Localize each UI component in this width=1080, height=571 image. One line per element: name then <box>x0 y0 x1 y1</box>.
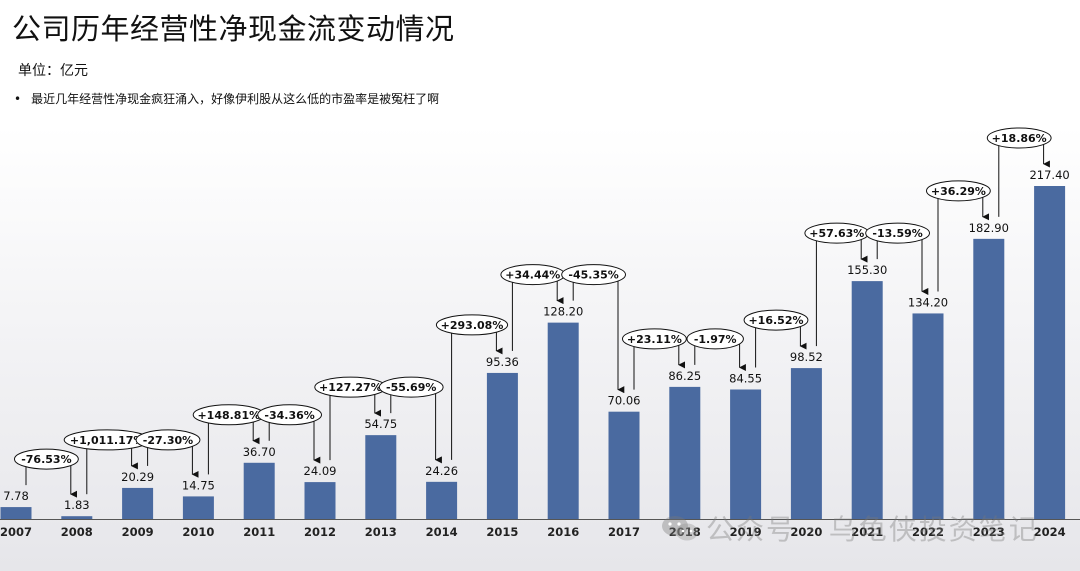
year-label-2017: 2017 <box>608 525 640 539</box>
year-label-2020: 2020 <box>790 525 822 539</box>
year-label-2013: 2013 <box>365 525 397 539</box>
change-oval-10 <box>622 328 687 350</box>
change-label-16: +18.86% <box>992 132 1047 145</box>
bar-2015 <box>486 372 518 519</box>
bar-2018 <box>669 386 701 519</box>
bullet-marker: • <box>14 92 22 106</box>
change-label-14: -13.59% <box>872 227 922 240</box>
note-content: 最近几年经营性净现金疯狂涌入，好像伊利股从这么低的市盈率是被冤枉了啊 <box>31 92 440 106</box>
year-label-2016: 2016 <box>547 525 579 539</box>
change-oval-12 <box>743 309 809 331</box>
change-oval-2 <box>135 429 201 451</box>
bar-2021 <box>851 281 883 519</box>
year-label-2022: 2022 <box>912 525 944 539</box>
value-label-2024: 217.40 <box>1029 168 1069 182</box>
year-label-2018: 2018 <box>669 525 701 539</box>
value-label-2013: 54.75 <box>364 417 397 431</box>
bar-2014 <box>426 481 458 519</box>
year-label-2021: 2021 <box>851 525 883 539</box>
bar-2012 <box>304 482 336 519</box>
bar-2013 <box>365 435 397 519</box>
value-label-2007: 7.78 <box>3 489 29 503</box>
year-label-2023: 2023 <box>973 525 1005 539</box>
change-label-3: +148.81% <box>197 409 260 422</box>
year-label-2012: 2012 <box>304 525 336 539</box>
value-label-2015: 95.36 <box>486 355 519 369</box>
change-label-5: +127.27% <box>319 381 382 394</box>
year-label-2014: 2014 <box>426 525 458 539</box>
bar-2016 <box>547 322 579 519</box>
change-label-15: +36.29% <box>931 185 986 198</box>
value-label-2019: 84.55 <box>729 371 762 385</box>
value-label-2016: 128.20 <box>543 305 583 319</box>
year-label-2007: 2007 <box>0 525 32 539</box>
value-label-2022: 134.20 <box>908 295 948 309</box>
bar-2011 <box>243 462 275 519</box>
change-label-9: -45.35% <box>568 269 618 282</box>
year-label-2009: 2009 <box>122 525 154 539</box>
change-oval-0 <box>14 448 79 470</box>
change-oval-11 <box>686 328 744 350</box>
value-label-2017: 70.06 <box>608 394 641 408</box>
unit-label: 单位：亿元 <box>18 63 88 79</box>
change-oval-14 <box>865 222 930 244</box>
bar-2007 <box>0 507 32 519</box>
change-oval-15 <box>926 180 991 202</box>
change-oval-9 <box>561 264 626 286</box>
value-label-2018: 86.25 <box>668 369 701 383</box>
bar-2022 <box>912 313 944 519</box>
bar-2023 <box>973 238 1005 520</box>
value-label-2020: 98.52 <box>790 350 823 364</box>
bar-2010 <box>182 496 214 519</box>
value-label-2008: 1.83 <box>64 498 90 512</box>
value-label-2021: 155.30 <box>847 263 887 277</box>
bar-2009 <box>122 487 154 519</box>
change-label-1: +1,011.17% <box>70 434 145 447</box>
value-label-2012: 24.09 <box>304 464 337 478</box>
value-label-2011: 36.70 <box>243 445 276 459</box>
year-label-2019: 2019 <box>730 525 762 539</box>
change-label-4: -34.36% <box>264 409 314 422</box>
value-label-2010: 14.75 <box>182 478 215 492</box>
page-title: 公司历年经营性净现金流变动情况 <box>12 12 455 46</box>
value-label-2009: 20.29 <box>121 470 154 484</box>
change-oval-4 <box>257 404 323 426</box>
year-label-2024: 2024 <box>1034 525 1066 539</box>
change-oval-6 <box>378 376 444 398</box>
change-label-10: +23.11% <box>627 333 682 346</box>
change-label-8: +34.44% <box>505 269 560 282</box>
bar-2017 <box>608 411 640 519</box>
change-label-7: +293.08% <box>441 319 504 332</box>
value-label-2023: 182.90 <box>969 221 1009 235</box>
bar-2020 <box>790 368 822 519</box>
year-label-2008: 2008 <box>61 525 93 539</box>
change-label-6: -55.69% <box>386 381 436 394</box>
change-label-12: +16.52% <box>748 314 803 327</box>
change-label-11: -1.97% <box>694 333 737 346</box>
note-text: • 最近几年经营性净现金疯狂涌入，好像伊利股从这么低的市盈率是被冤枉了啊 <box>14 90 439 107</box>
change-label-13: +57.63% <box>809 227 864 240</box>
year-label-2015: 2015 <box>486 525 518 539</box>
change-label-0: -76.53% <box>21 453 71 466</box>
value-label-2014: 24.26 <box>425 464 458 478</box>
year-label-2010: 2010 <box>182 525 214 539</box>
change-oval-16 <box>986 127 1052 149</box>
bar-2019 <box>730 389 762 519</box>
year-label-2011: 2011 <box>243 525 275 539</box>
change-label-2: -27.30% <box>143 434 193 447</box>
bar-2008 <box>61 516 93 519</box>
change-oval-7 <box>435 314 509 336</box>
bar-2024 <box>1034 186 1066 519</box>
